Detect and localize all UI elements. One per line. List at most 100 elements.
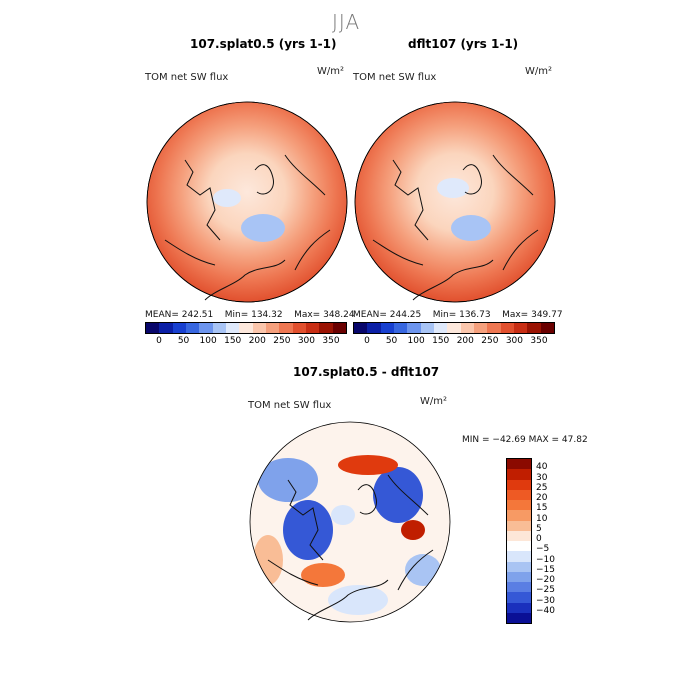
diff-range: MIN = −42.69 MAX = 47.82	[462, 435, 588, 445]
colorbar-tick-label: 100	[199, 336, 217, 346]
diff-colorbar-tick-label: 30	[536, 472, 548, 483]
colorbar-tick-label: 300	[505, 336, 524, 346]
diff-colorbar-swatch	[507, 520, 531, 531]
panel-2-min: 136.73	[459, 310, 491, 320]
colorbar-tick-label: 250	[273, 336, 291, 346]
panel-1-units: W/m²	[317, 66, 345, 77]
diff-colorbar-swatch	[507, 561, 531, 572]
colorbar-swatch	[420, 323, 434, 333]
colorbar-swatch	[265, 323, 280, 333]
colorbar-swatch	[319, 323, 333, 333]
colorbar-swatch	[292, 323, 306, 333]
colorbar-tick-label: 350	[322, 336, 340, 346]
diff-colorbar-tick-label: −5	[536, 544, 550, 555]
colorbar-swatch	[380, 323, 394, 333]
colorbar-swatch	[199, 323, 213, 333]
diff-colorbar-swatch	[507, 479, 531, 490]
diff-colorbar-tick-label: −10	[536, 554, 555, 565]
colorbar-swatch	[305, 323, 320, 333]
colorbar-tick-label: 150	[224, 336, 242, 346]
colorbar-swatch	[473, 323, 488, 333]
colorbar-swatch	[540, 323, 554, 333]
panel-2-variable: TOM net SW flux	[353, 72, 437, 83]
colorbar-swatch	[407, 323, 421, 333]
panel-2-stats: MEAN= 244.25 Min= 136.73 Max= 349.77	[353, 310, 563, 320]
diff-colorbar-swatch	[507, 582, 531, 593]
colorbar-swatch	[460, 323, 474, 333]
diff-colorbar-tick-label: −30	[536, 595, 555, 606]
colorbar-tick-label: 100	[407, 336, 425, 346]
diff-colorbar-tick-label: 25	[536, 482, 548, 493]
colorbar-swatch	[146, 323, 160, 333]
diff-colorbar-swatch	[507, 530, 531, 541]
diff-colorbar-tick-label: 10	[536, 513, 548, 524]
season-title: JJA	[332, 10, 361, 34]
diff-colorbar-tick-label: 15	[536, 503, 548, 514]
colorbar-swatch	[367, 323, 381, 333]
panel-2-map	[354, 101, 556, 303]
colorbar-swatch	[527, 323, 541, 333]
colorbar-swatch	[433, 323, 448, 333]
panel-1-colorbar	[145, 322, 347, 334]
colorbar-swatch	[500, 323, 514, 333]
diff-colorbar-swatch	[507, 551, 531, 562]
colorbar-tick-label: 50	[385, 336, 398, 346]
panel-1-title: 107.splat0.5 (yrs 1-1)	[190, 37, 337, 51]
panel-2-colorbar-ticks: 0 50 100 150 200 250 300 350	[353, 336, 553, 348]
diff-units: W/m²	[420, 396, 448, 407]
colorbar-swatch	[185, 323, 200, 333]
panel-1-colorbar-ticks: 0 50 100 150 200 250 300 350	[145, 336, 345, 348]
diff-colorbar-swatch	[507, 592, 531, 603]
colorbar-tick-label: 350	[530, 336, 548, 346]
colorbar-tick-label: 150	[432, 336, 450, 346]
diff-colorbar-tick-label: 0	[536, 534, 542, 544]
panel-1-variable: TOM net SW flux	[145, 72, 229, 83]
colorbar-swatch	[212, 323, 226, 333]
panel-2-mean: 244.25	[389, 310, 422, 320]
panel-2-units: W/m²	[525, 66, 553, 77]
colorbar-swatch	[487, 323, 501, 333]
colorbar-swatch	[354, 323, 368, 333]
diff-colorbar-swatch	[507, 469, 531, 480]
diff-variable: TOM net SW flux	[248, 400, 332, 411]
diff-colorbar-tick-label: 5	[536, 523, 542, 534]
panel-2-title: dflt107 (yrs 1-1)	[408, 37, 519, 51]
panel-2-colorbar	[353, 322, 555, 334]
diff-colorbar-tick-label: −20	[536, 575, 555, 585]
diff-colorbar-swatch	[507, 541, 531, 552]
diff-colorbar-swatch	[507, 459, 531, 470]
colorbar-swatch	[159, 323, 173, 333]
diff-colorbar-tick-label: 40	[536, 462, 548, 473]
diff-colorbar-swatch	[507, 612, 531, 623]
colorbar-tick-label: 50	[177, 336, 190, 346]
diff-title: 107.splat0.5 - dflt107	[293, 365, 440, 379]
diff-colorbar-tick-label: −15	[536, 564, 555, 575]
colorbar-tick-label: 250	[481, 336, 499, 346]
colorbar-tick-label: 200	[456, 336, 474, 346]
diff-colorbar-swatch	[507, 602, 531, 613]
colorbar-tick-label: 0	[364, 336, 370, 346]
colorbar-swatch	[513, 323, 528, 333]
diff-colorbar-tick-label: −40	[536, 605, 555, 616]
diff-colorbar-swatch	[507, 500, 531, 511]
colorbar-swatch	[393, 323, 408, 333]
diff-colorbar-swatch	[507, 571, 531, 582]
colorbar-tick-label: 200	[248, 336, 266, 346]
colorbar-tick-label: 300	[297, 336, 316, 346]
panel-1-stats: MEAN= 242.51 Min= 134.32 Max= 348.24	[145, 310, 355, 320]
diff-colorbar	[506, 458, 532, 624]
diff-colorbar-swatch	[507, 489, 531, 500]
diff-colorbar-tick-label: 20	[536, 493, 548, 503]
diff-colorbar-swatch	[507, 510, 531, 521]
colorbar-swatch	[172, 323, 186, 333]
diff-map	[249, 421, 451, 623]
colorbar-swatch	[447, 323, 461, 333]
panel-1-max: 348.24	[323, 310, 355, 320]
colorbar-swatch	[252, 323, 266, 333]
colorbar-swatch	[332, 323, 346, 333]
panel-1-mean: 242.51	[181, 310, 214, 320]
panel-1-map	[146, 101, 348, 303]
colorbar-swatch	[239, 323, 253, 333]
diff-colorbar-ticks: 40 30 25 20 15 10 5 0 −5 −10 −15 −20 −25 −30 −40	[536, 458, 566, 622]
